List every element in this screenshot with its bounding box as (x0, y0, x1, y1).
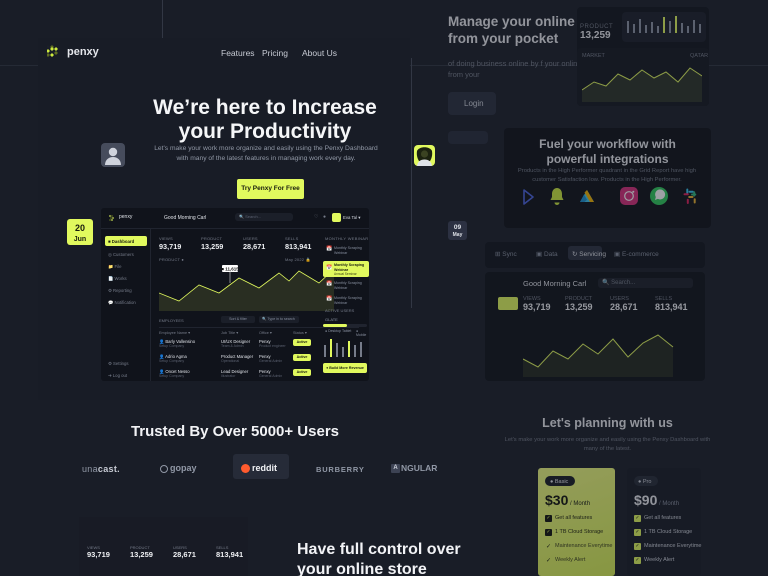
svg-text:■ 11,615: ■ 11,615 (221, 266, 239, 271)
